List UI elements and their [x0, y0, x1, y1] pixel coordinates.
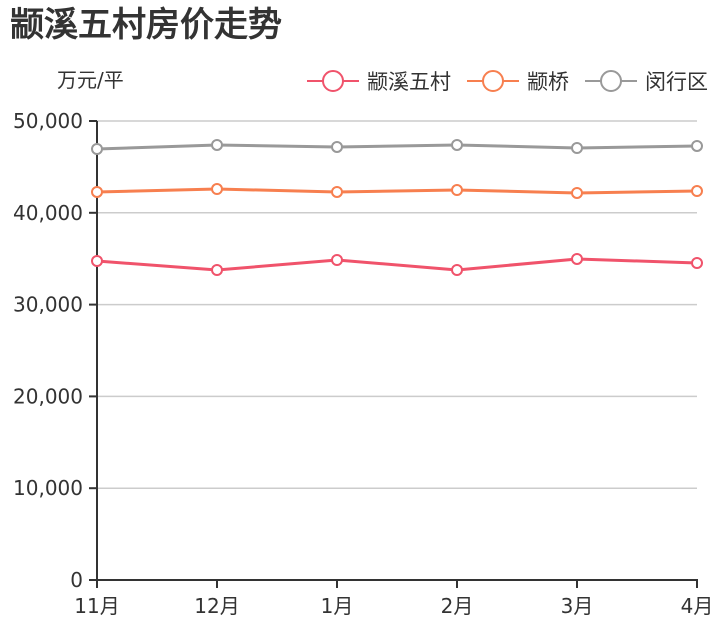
x-tick-label: 3月: [561, 594, 594, 618]
x-tick-label: 11月: [74, 594, 119, 618]
data-point-marker[interactable]: [91, 142, 103, 155]
series-line-2: [95, 187, 699, 195]
data-point-marker[interactable]: [331, 253, 343, 266]
data-point-marker[interactable]: [451, 263, 463, 276]
x-tick-label: 2月: [441, 594, 474, 618]
legend-line-marker-icon: [467, 70, 519, 92]
legend-label: 颛溪五村: [367, 70, 451, 94]
x-tick-label: 12月: [194, 594, 239, 618]
y-axis-unit-label: 万元/平: [57, 68, 124, 92]
data-point-marker[interactable]: [331, 140, 343, 153]
data-point-marker[interactable]: [211, 138, 223, 151]
y-tick-label: 40,000: [13, 201, 83, 225]
series-line-1: [95, 257, 699, 272]
data-point-marker[interactable]: [691, 257, 703, 270]
legend: 颛溪五村 颛桥 闵行区: [291, 66, 708, 96]
data-point-marker[interactable]: [211, 263, 223, 276]
data-point-marker[interactable]: [691, 139, 703, 152]
x-tick-label: 4月: [681, 594, 714, 618]
x-tick-label: 1月: [321, 594, 354, 618]
data-point-marker[interactable]: [211, 183, 223, 196]
y-tick-label: 0: [70, 568, 83, 592]
data-point-marker[interactable]: [571, 141, 583, 154]
data-point-marker[interactable]: [691, 185, 703, 198]
legend-line-marker-icon: [307, 70, 359, 92]
y-tick-label: 20,000: [13, 384, 83, 408]
y-tick-label: 50,000: [13, 109, 83, 133]
data-point-marker[interactable]: [571, 186, 583, 199]
legend-label: 闵行区: [645, 70, 708, 94]
data-point-marker[interactable]: [91, 185, 103, 198]
series-lines: [91, 138, 703, 276]
chart-title: 颛溪五村房价走势: [10, 5, 282, 45]
legend-item-series-1[interactable]: 颛溪五村: [307, 66, 451, 96]
legend-label: 颛桥: [527, 70, 569, 94]
legend-item-series-3[interactable]: 闵行区: [585, 66, 708, 96]
y-tick-label: 30,000: [13, 293, 83, 317]
series-line-3: [95, 143, 699, 151]
y-tick-label: 10,000: [13, 476, 83, 500]
data-point-marker[interactable]: [451, 184, 463, 197]
data-point-marker[interactable]: [91, 254, 103, 267]
axes: 0 10,000 20,000 30,000 40,000 50,000 11月 12月 1月 2…: [13, 109, 713, 618]
data-point-marker[interactable]: [571, 252, 583, 265]
gridlines: [97, 120, 697, 489]
legend-item-series-2[interactable]: 颛桥: [467, 66, 569, 96]
data-point-marker[interactable]: [451, 138, 463, 151]
legend-line-marker-icon: [585, 70, 637, 92]
data-point-marker[interactable]: [331, 185, 343, 198]
